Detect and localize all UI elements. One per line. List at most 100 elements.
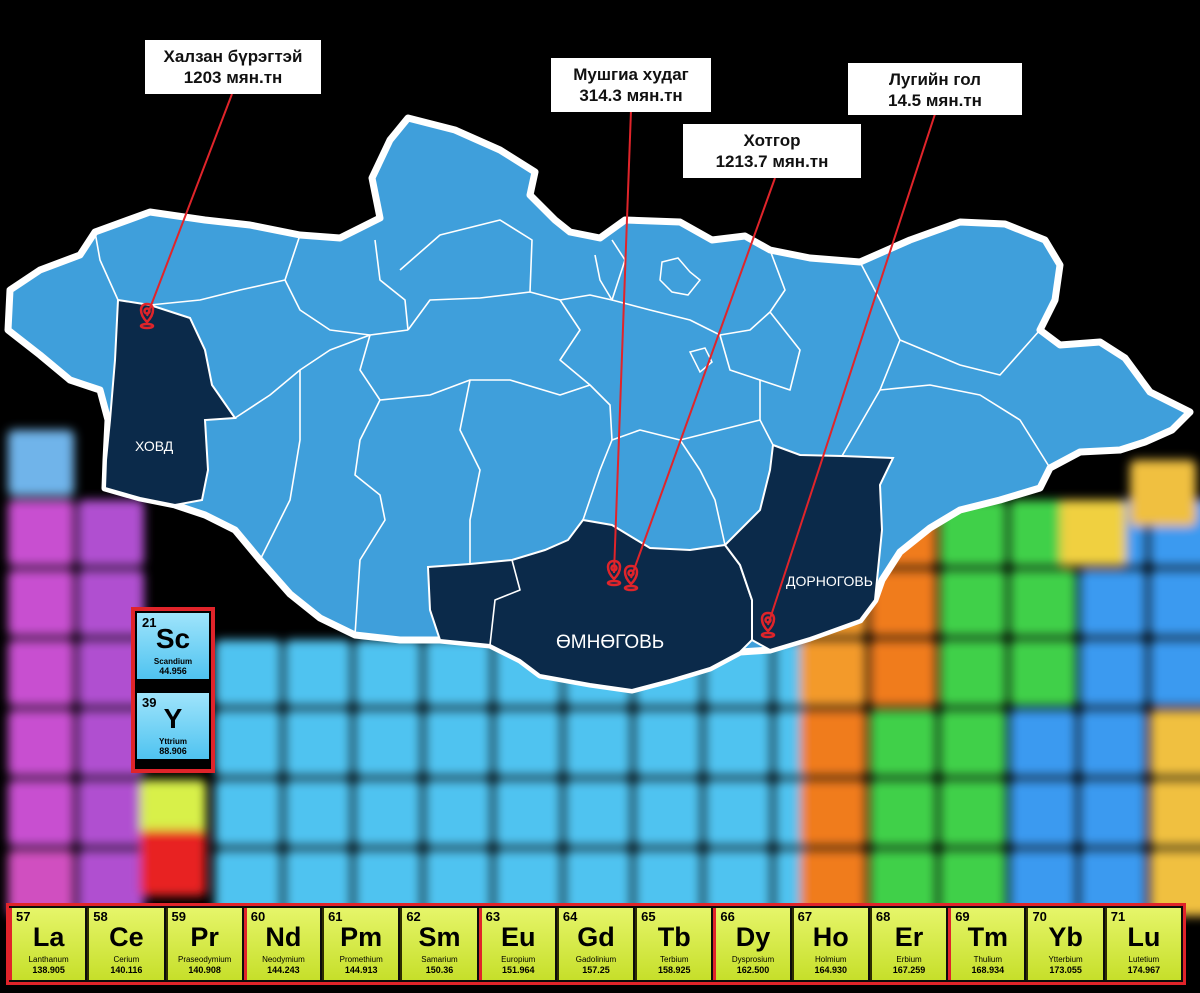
background-cell <box>565 850 631 916</box>
element-tile-yb: 70 Yb Ytterbium 173.055 <box>1026 908 1103 980</box>
background-cell <box>1150 570 1200 636</box>
callout-mushgia: Мушгиа худаг 314.3 мян.тн <box>551 58 711 112</box>
element-symbol: Eu <box>500 922 536 952</box>
element-mass: 168.934 <box>971 965 1005 975</box>
marker-icon <box>139 302 155 330</box>
background-cell <box>800 640 866 706</box>
background-cell <box>1010 640 1076 706</box>
background-cell <box>78 570 144 636</box>
background-cell <box>1010 500 1076 566</box>
element-name: Neodymium <box>262 955 305 964</box>
element-symbol: Lu <box>1127 922 1161 952</box>
element-name: Europium <box>501 955 536 964</box>
background-cell <box>870 640 936 706</box>
background-cell <box>285 640 351 706</box>
element-tile-dy: 66 Dy Dysprosium 162.500 <box>713 908 790 980</box>
element-symbol: Tm <box>967 922 1009 952</box>
element-symbol: Pm <box>340 922 383 952</box>
element-symbol: Tb <box>657 922 691 952</box>
element-tile-sc: 21 Sc Scandium 44.956 <box>137 613 209 679</box>
element-mass: 44.956 <box>159 666 187 676</box>
element-mass: 151.964 <box>501 965 535 975</box>
background-cell <box>870 710 936 776</box>
element-mass: 150.36 <box>425 965 454 975</box>
element-symbol: Sc <box>155 623 191 654</box>
element-name: Thulium <box>973 955 1003 964</box>
element-symbol: Pr <box>190 922 219 952</box>
element-number: 65 <box>641 909 656 924</box>
background-cell <box>705 780 771 846</box>
element-number: 63 <box>485 909 501 924</box>
background-cell <box>635 850 701 916</box>
element-name: Cerium <box>113 955 140 964</box>
province-borders <box>94 219 1051 646</box>
callout-value: 314.3 мян.тн <box>579 86 683 105</box>
element-number: 57 <box>16 909 31 924</box>
element-tile-ce: 58 Ce Cerium 140.116 <box>87 908 164 980</box>
element-mass: 140.908 <box>188 965 221 975</box>
background-cell <box>285 710 351 776</box>
background-cell <box>140 830 206 896</box>
background-cell <box>565 780 631 846</box>
element-number: 60 <box>250 909 266 924</box>
element-name: Lutetium <box>1128 955 1160 964</box>
element-mass: 144.913 <box>344 965 378 975</box>
background-cell <box>1080 710 1146 776</box>
background-cell <box>1080 780 1146 846</box>
background-cell <box>1080 570 1146 636</box>
background-cell <box>705 710 771 776</box>
element-tile-la: 57 La Lanthanum 138.905 <box>9 908 86 980</box>
callout-name: Хотгор <box>743 131 801 150</box>
element-name: Samarium <box>421 955 458 964</box>
element-mass: 164.930 <box>814 965 848 975</box>
background-cell <box>940 570 1006 636</box>
lake <box>688 347 713 374</box>
element-mass: 162.500 <box>736 965 770 975</box>
element-symbol: Er <box>894 922 924 952</box>
background-cell <box>1010 570 1076 636</box>
background-cell <box>635 710 701 776</box>
marker-icon <box>606 559 622 587</box>
element-mass: 158.925 <box>657 965 691 975</box>
marker-icon <box>623 564 639 592</box>
background-cell <box>800 710 866 776</box>
background-cell <box>940 850 1006 916</box>
element-number: 21 <box>142 615 157 630</box>
element-symbol: Nd <box>265 922 302 952</box>
highlight-frame: 21 Sc Scandium 44.956 39 Y Yttrium 88.90… <box>131 607 215 773</box>
background-cell <box>215 780 281 846</box>
element-symbol: Ce <box>109 922 144 952</box>
background-cell <box>215 710 281 776</box>
background-cell <box>940 780 1006 846</box>
region-label-khovd: ХОВД <box>135 438 174 454</box>
element-name: Promethium <box>339 955 383 964</box>
element-tile-nd: 60 Nd Neodymium 144.243 <box>243 908 321 980</box>
background-cell <box>78 640 144 706</box>
background-cell <box>78 850 144 916</box>
element-number: 64 <box>562 909 578 924</box>
callout-name: Мушгиа худаг <box>573 65 689 84</box>
element-name: Gadolinium <box>575 955 617 964</box>
background-cell <box>425 850 491 916</box>
element-number: 68 <box>875 909 891 924</box>
background-cell <box>705 850 771 916</box>
background-cell <box>355 850 421 916</box>
element-tile-ho: 67 Ho Holmium 164.930 <box>791 908 868 980</box>
element-number: 62 <box>406 909 421 924</box>
background-cell <box>425 780 491 846</box>
background-cell <box>800 780 866 846</box>
element-number: 71 <box>1110 909 1126 924</box>
country-outline <box>4 114 1194 694</box>
element-tile-eu: 63 Eu Europium 151.964 <box>478 908 555 980</box>
background-cell <box>1060 500 1126 566</box>
marker-icon <box>760 611 776 639</box>
background-cell <box>355 780 421 846</box>
background-cell <box>425 710 491 776</box>
element-tile-sm: 62 Sm Samarium 150.36 <box>400 908 477 980</box>
background-cell <box>8 780 74 846</box>
element-symbol: Gd <box>577 922 615 952</box>
background-cell <box>565 710 631 776</box>
lanthanide-row: 57 La Lanthanum 138.905 58 Ce Cerium 140.116 59 P… <box>6 903 1186 985</box>
background-cell <box>1150 710 1200 776</box>
